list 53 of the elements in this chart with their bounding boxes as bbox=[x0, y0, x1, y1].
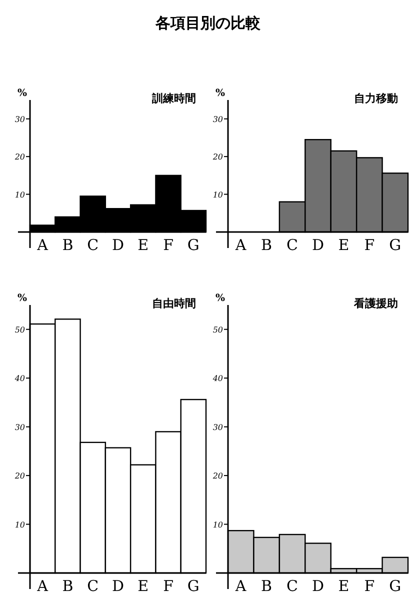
y-axis-title: % bbox=[17, 88, 28, 99]
x-tick-label: B bbox=[261, 236, 272, 254]
x-tick-label: B bbox=[261, 577, 272, 595]
x-tick-label: G bbox=[389, 236, 402, 254]
x-tick-label: F bbox=[364, 577, 375, 595]
chart-title: 自由時間 bbox=[152, 297, 196, 310]
y-axis-title: % bbox=[215, 88, 226, 99]
x-tick-label: A bbox=[234, 236, 246, 254]
y-tick-label: 10 bbox=[14, 520, 25, 530]
y-tick-label: 40 bbox=[14, 374, 25, 384]
y-tick-label: 30 bbox=[212, 422, 223, 432]
y-axis-title: % bbox=[215, 293, 226, 304]
y-tick-label: 50 bbox=[212, 325, 223, 334]
text: 各項目別の比較 bbox=[154, 14, 262, 32]
x-tick-label: F bbox=[364, 236, 375, 254]
x-tick-label: C bbox=[286, 236, 298, 254]
y-tick-label: 10 bbox=[212, 520, 223, 530]
x-tick-label: C bbox=[286, 577, 298, 595]
y-tick-label: 10 bbox=[212, 190, 223, 200]
y-axis-title: % bbox=[17, 293, 28, 304]
y-tick-label: 30 bbox=[212, 114, 223, 124]
y-tick-label: 20 bbox=[14, 472, 25, 481]
x-tick-label: F bbox=[163, 236, 174, 254]
chart-title: 自力移動 bbox=[354, 92, 398, 105]
y-tick-label: 50 bbox=[14, 325, 25, 334]
x-tick-label: D bbox=[112, 236, 124, 254]
x-tick-label: E bbox=[138, 236, 149, 254]
y-tick-label: 30 bbox=[14, 114, 25, 124]
x-tick-label: A bbox=[36, 577, 48, 595]
y-tick-label: 10 bbox=[14, 190, 25, 200]
x-tick-label: G bbox=[187, 577, 200, 595]
y-tick-label: 20 bbox=[212, 472, 223, 481]
y-tick-label: 40 bbox=[212, 374, 223, 384]
x-tick-label: A bbox=[234, 577, 246, 595]
x-tick-label: E bbox=[338, 577, 350, 595]
x-tick-label: C bbox=[87, 577, 99, 595]
chart-title: 看護援助 bbox=[353, 297, 398, 310]
x-tick-label: E bbox=[338, 236, 350, 254]
x-tick-label: E bbox=[138, 577, 149, 595]
x-tick-label: B bbox=[62, 236, 74, 254]
x-tick-label: D bbox=[312, 236, 324, 254]
x-tick-label: G bbox=[389, 577, 402, 595]
x-tick-label: F bbox=[163, 577, 174, 595]
y-tick-label: 20 bbox=[14, 152, 25, 162]
chart-title: 訓練時間 bbox=[151, 92, 196, 105]
x-tick-label: G bbox=[187, 236, 200, 254]
y-tick-label: 20 bbox=[212, 152, 223, 162]
x-tick-label: D bbox=[112, 577, 124, 595]
x-tick-label: D bbox=[312, 577, 324, 595]
x-tick-label: B bbox=[62, 577, 74, 595]
y-tick-label: 30 bbox=[14, 422, 25, 432]
x-tick-label: A bbox=[36, 236, 48, 254]
x-tick-label: C bbox=[87, 236, 99, 254]
